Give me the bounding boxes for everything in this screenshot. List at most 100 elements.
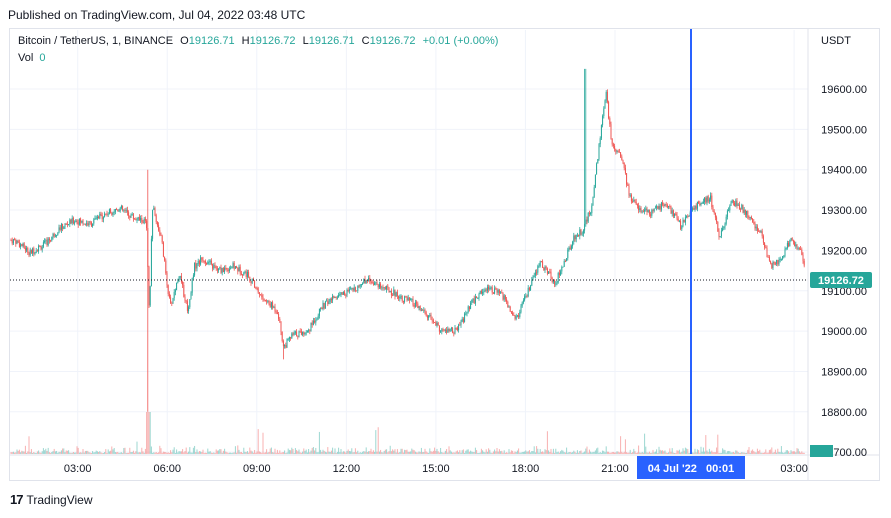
candle-body — [116, 208, 118, 210]
volume-bar — [450, 451, 452, 454]
candle-body — [262, 297, 264, 300]
price-tick-label: 19300.00 — [821, 205, 867, 217]
candle-body — [140, 218, 142, 221]
candle-body — [693, 208, 695, 210]
candle-body — [609, 118, 611, 125]
candle-body — [220, 267, 222, 273]
volume-bar — [744, 452, 746, 454]
volume-bar — [443, 452, 445, 454]
volume-bar — [101, 452, 103, 454]
volume-bar — [102, 452, 104, 454]
volume-bar — [262, 432, 264, 454]
volume-bar — [77, 447, 79, 454]
candle-body — [196, 263, 198, 269]
volume-value: 0 — [39, 52, 46, 64]
candle-body — [270, 302, 272, 308]
volume-bar — [215, 449, 217, 454]
volume-bar — [113, 448, 115, 454]
candle-body — [408, 297, 410, 301]
volume-bar — [256, 451, 258, 454]
candle-body — [491, 287, 493, 293]
volume-bar — [797, 448, 799, 454]
candle-body — [719, 236, 721, 237]
volume-bar — [154, 452, 156, 454]
candle-body — [56, 235, 58, 236]
candle-body — [386, 285, 388, 290]
volume-bar — [197, 452, 199, 454]
volume-bar — [228, 452, 230, 454]
volume-bar — [305, 449, 307, 454]
volume-bar — [442, 452, 444, 454]
footer-branding[interactable]: 17 TradingView — [10, 492, 93, 507]
volume-bar — [503, 450, 505, 454]
candle-body — [57, 233, 59, 236]
candle-body — [504, 295, 506, 300]
candle-body — [394, 289, 396, 297]
volume-bar — [198, 451, 200, 454]
volume-bar — [104, 452, 106, 454]
candle-body — [75, 220, 77, 223]
candle-body — [501, 292, 503, 294]
volume-bar — [405, 450, 407, 454]
volume-bar — [798, 451, 800, 454]
candle-body — [760, 231, 762, 233]
candle-body — [171, 302, 173, 304]
candle-body — [500, 292, 502, 294]
volume-bar — [680, 452, 682, 454]
candle-body — [292, 333, 294, 335]
volume-bar — [376, 451, 378, 454]
candle-body — [528, 287, 530, 290]
volume-bar — [38, 450, 40, 454]
volume-bar — [484, 452, 486, 454]
high-value: 19126.72 — [249, 35, 296, 47]
candle-body — [767, 257, 769, 258]
candle-body — [120, 206, 122, 208]
candle-body — [142, 222, 144, 224]
candle-body — [174, 290, 176, 293]
candle-body — [478, 294, 480, 299]
low-value: 19126.71 — [308, 35, 355, 47]
volume-bar — [454, 452, 456, 454]
candle-body — [322, 302, 324, 310]
volume-bar — [183, 452, 185, 454]
candle-body — [54, 235, 56, 237]
volume-bar — [393, 450, 395, 454]
volume-bar — [56, 450, 58, 454]
candle-body — [113, 211, 115, 213]
volume-bar — [394, 449, 396, 454]
volume-bar — [802, 452, 804, 454]
candle-body — [372, 283, 374, 285]
candle-body — [525, 295, 527, 297]
candle-body — [603, 108, 605, 117]
volume-bar — [759, 449, 761, 454]
candle-body — [330, 298, 332, 301]
volume-bar — [110, 450, 112, 454]
candle-body — [794, 241, 796, 247]
volume-bar — [48, 452, 50, 454]
volume-bar — [581, 452, 583, 454]
volume-bar — [238, 449, 240, 454]
candle-body — [532, 277, 534, 280]
candle-body — [387, 285, 389, 288]
volume-bar — [491, 452, 493, 454]
volume-bar — [573, 450, 575, 454]
candle-body — [170, 297, 172, 303]
chart-frame[interactable] — [9, 28, 880, 481]
candle-body — [304, 332, 306, 335]
volume-bar — [320, 449, 322, 454]
volume-bar — [766, 452, 768, 454]
volume-bar — [261, 452, 263, 454]
volume-bar — [75, 452, 77, 454]
price-tick-label: 19100.00 — [821, 286, 867, 298]
candle-body — [722, 228, 724, 231]
published-caption: Published on TradingView.com, Jul 04, 20… — [8, 8, 306, 22]
volume-bar — [496, 447, 498, 454]
bottom-zero-badge — [810, 445, 833, 457]
volume-bar — [424, 448, 426, 454]
candle-body — [503, 295, 505, 300]
symbol-name[interactable]: Bitcoin / TetherUS, 1, BINANCE — [18, 35, 174, 47]
candle-body — [236, 266, 238, 269]
candle-body — [243, 272, 245, 276]
candle-body — [141, 218, 143, 223]
